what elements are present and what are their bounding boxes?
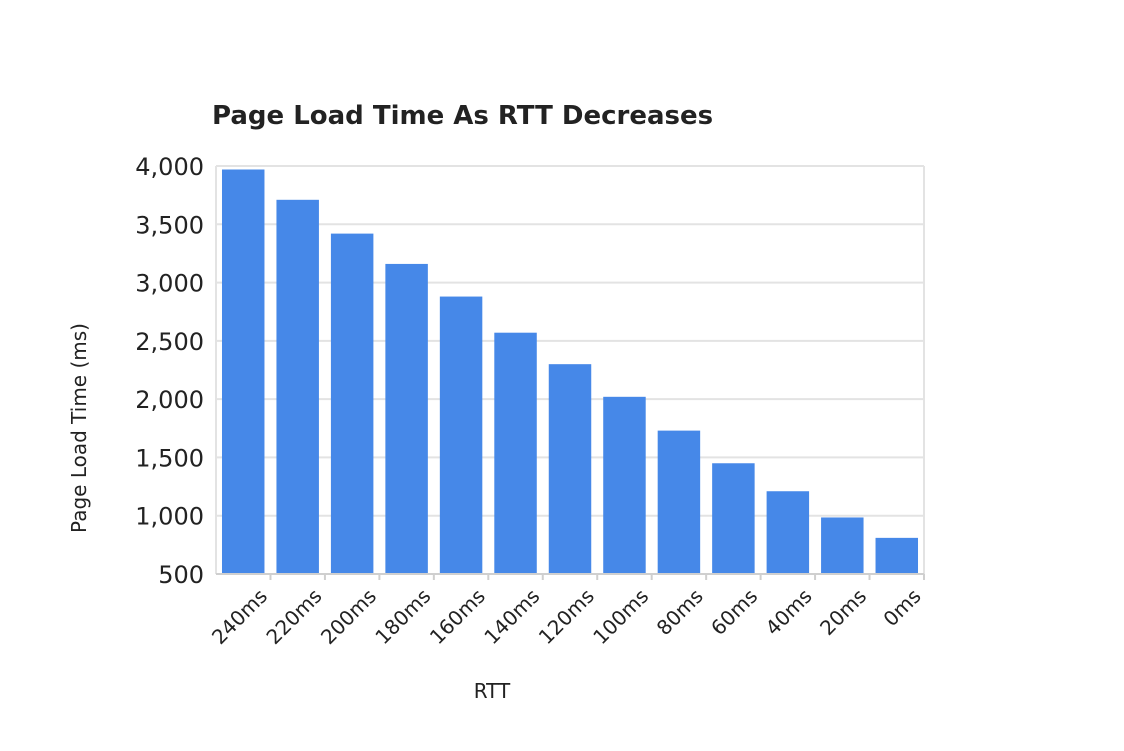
bar xyxy=(657,430,701,574)
x-tick-label: 100ms xyxy=(588,584,653,649)
x-axis-label: RTT xyxy=(474,679,511,703)
bar xyxy=(603,396,646,574)
y-tick-label: 1,500 xyxy=(135,444,204,472)
bar xyxy=(821,517,864,574)
y-tick-label: 1,000 xyxy=(135,503,204,531)
bar xyxy=(439,296,483,574)
y-axis-label: Page Load Time (ms) xyxy=(67,323,91,533)
bars xyxy=(221,169,919,575)
bar xyxy=(385,263,428,574)
x-tick-label: 160ms xyxy=(425,584,490,649)
x-tick-label: 20ms xyxy=(815,584,871,640)
y-tick-label: 3,500 xyxy=(135,211,204,239)
y-tick-label: 500 xyxy=(158,561,204,589)
x-tick-label: 60ms xyxy=(706,584,762,640)
x-tick-label: 40ms xyxy=(761,584,817,640)
bar xyxy=(766,491,810,574)
x-tick-label: 80ms xyxy=(652,584,708,640)
x-tick-label: 240ms xyxy=(207,584,272,649)
bar xyxy=(712,463,755,574)
bar xyxy=(276,199,319,574)
x-tick-label: 0ms xyxy=(878,584,925,631)
x-tick-label: 180ms xyxy=(370,584,435,649)
x-tick-label: 140ms xyxy=(479,584,544,649)
bar xyxy=(221,169,265,575)
x-tick-label: 120ms xyxy=(534,584,599,649)
chart-title: Page Load Time As RTT Decreases xyxy=(212,101,713,131)
x-tick-label: 200ms xyxy=(316,584,381,649)
axes xyxy=(215,166,925,580)
bar xyxy=(494,332,537,574)
bar xyxy=(330,233,374,574)
y-tick-label: 2,000 xyxy=(135,386,204,414)
y-tick-label: 3,000 xyxy=(135,270,204,298)
x-tick-label: 220ms xyxy=(261,584,326,649)
bar xyxy=(875,537,919,574)
y-tick-label: 2,500 xyxy=(135,328,204,356)
y-tick-label: 4,000 xyxy=(135,153,204,181)
bar xyxy=(548,364,592,574)
